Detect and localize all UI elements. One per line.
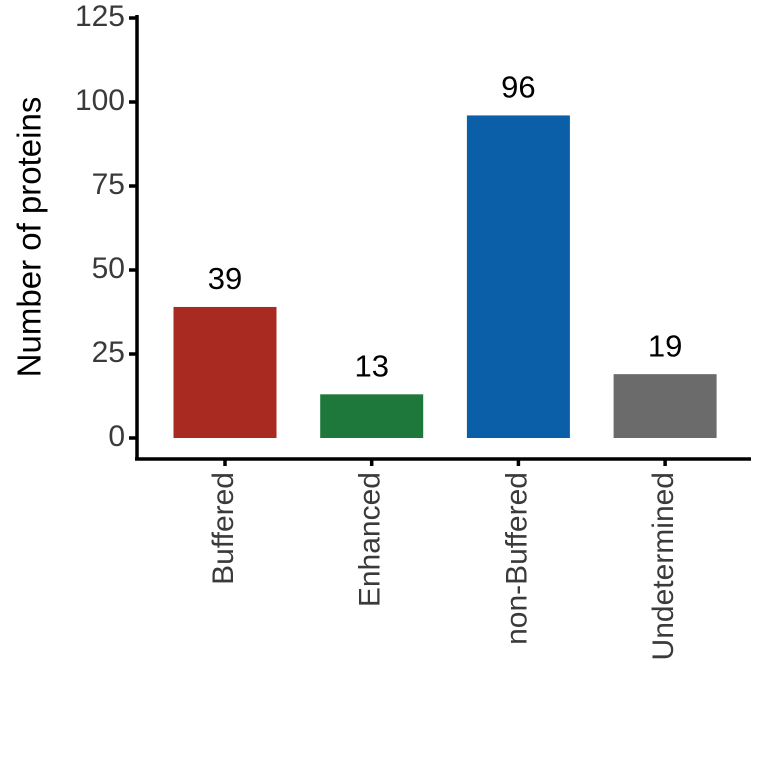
bar [320,394,424,438]
data-label: 19 [648,328,682,363]
bar [613,374,717,438]
data-label: 39 [208,261,242,296]
y-axis-label: Number of proteins [11,97,48,378]
y-tick-label: 50 [92,252,125,285]
y-tick-label: 100 [75,84,125,117]
bar [466,115,570,438]
data-label: 96 [501,70,535,105]
y-tick-label: 0 [108,420,125,453]
x-tick-label: Buffered [207,472,240,585]
x-tick-label: non-Buffered [500,472,533,645]
x-tick-label: Enhanced [354,472,387,607]
y-tick-label: 75 [92,168,125,201]
bar [173,306,277,438]
y-tick-label: 25 [92,336,125,369]
x-tick-label: Undetermined [647,472,680,660]
y-tick-label: 125 [75,0,125,33]
data-label: 13 [354,349,388,384]
